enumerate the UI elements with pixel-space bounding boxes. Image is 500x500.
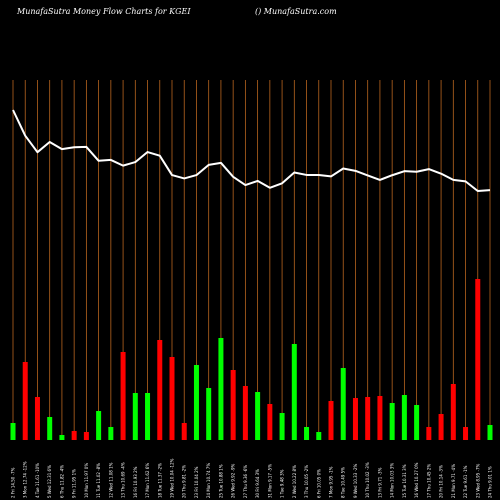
x-tick-label: 17 Thu 10.45 2% [426,464,431,498]
chart-title: MunafaSutra Money Flow Charts for KGEI [16,7,191,16]
x-tick-label: 3 Mon 12.74 -12% [23,461,28,498]
x-tick-label: 18 Tue 11.37 -2% [157,463,162,498]
x-tick-label: 16 Fri 10.93 2% [133,466,138,498]
price-line-group [12,109,491,192]
money-flow-bar [145,393,151,440]
money-flow-bar [242,386,248,440]
x-tick-label: 17 Mon 11.62 6% [145,463,150,498]
money-flow-bar [206,388,212,440]
money-flow-bar [401,395,407,440]
money-flow-bar [83,432,89,440]
x-tick-label: 6 Fri 10.05 0% [316,469,321,498]
money-flow-bar [255,392,261,440]
x-tick-label: 31 Mon 9.17 -5% [267,464,272,498]
x-tick-label: 6 Thu 11.82 -4% [59,465,64,498]
money-flow-bar [352,398,358,440]
x-tick-label: 5 Wed 12.31 6% [47,465,52,498]
x-tick-label: 4 Tue 11.61 -10% [35,463,40,498]
money-flow-bar [181,423,187,440]
money-flow-bar [316,432,322,440]
money-flow-bars [10,279,493,440]
x-tick-label: 13 Thu 10.69 -4% [121,462,126,498]
money-flow-bar [304,427,310,440]
money-flow-bar [96,411,102,440]
money-flow-bar [438,414,444,440]
x-tick-label: 20 Fri 10.14 -3% [439,465,444,498]
money-flow-bar [157,340,163,440]
x-tick-label: 2 Wed 10.22 8% [292,465,297,498]
x-tick-label: 25 Tue 10.88 1% [218,464,223,498]
money-flow-bar [169,357,175,440]
x-tick-label: 15 Tue 10.31 3% [402,464,407,498]
money-flow-bar [426,427,432,440]
site-credit: () MunafaSutra.com [255,7,337,16]
x-tick-label: 1 Tue 9.48 3% [280,469,285,498]
money-flow-bar [120,352,126,440]
money-flow-bar [59,435,65,440]
x-tick-label: 24 Mon 10.74 7% [206,463,211,498]
x-tick-label: 30 Fri 9.64 3% [255,469,260,498]
x-tick-label: 16 Wed 10.27 0% [414,462,419,498]
x-tick-label: 10 Mon 11.97 0% [84,463,89,498]
money-flow-bar [193,365,199,440]
money-flow-bar [47,417,53,440]
x-tick-label: 12 Wed 11.08 1% [108,462,113,498]
x-tick-label: 24 Thu 9.01 1% [488,466,493,498]
x-tick-label: 14 Mon 10.03 3% [390,463,395,498]
x-tick-label: 2 Fri 14.50 -7% [11,467,16,498]
x-tick-label: 11 Tue 11.02 -8% [96,463,101,498]
x-tick-label: 21 Mon 9.71 -4% [451,464,456,498]
x-tick-label: 23 Fri 10.04 2% [194,466,199,498]
x-tick-label: 23 Wed 8.95 -7% [475,463,480,498]
x-tick-label: 9 Fri 11.95 1% [72,469,77,498]
x-tick-label: 8 Tue 10.49 5% [341,467,346,498]
money-flow-bar [328,401,334,440]
money-flow-bar [475,279,481,440]
x-tick-label: 7 Mon 9.95 -1% [329,466,334,498]
money-flow-bar [10,423,16,440]
money-flow-bar [389,403,395,440]
money-flow-bar [414,405,420,440]
x-tick-label: 3 Thu 10.05 -2% [304,465,309,498]
money-flow-bar [132,393,138,440]
x-tick-label: 19 Wed 10.04 -12% [170,458,175,498]
x-tick-label: 10 Thu 10.02 -3% [365,462,370,498]
money-flow-bar [108,427,114,440]
x-tick-label: 20 Thu 9.81 -2% [182,465,187,498]
x-tick-labels: 2 Fri 14.50 -7% 3 Mon 12.74 -12% 4 Tue 11.… [11,458,493,498]
money-flow-bar [365,397,371,440]
money-flow-bar [22,362,28,440]
money-flow-bar [463,427,469,440]
price-line [12,109,491,192]
x-tick-label: 22 Tue 9.61 -1% [463,465,468,498]
money-flow-bar [71,431,77,440]
x-tick-label: 13 Fri 9.71 -3% [377,467,382,498]
money-flow-bar [487,425,493,440]
money-flow-bar [340,368,346,440]
money-flow-bar [267,404,273,440]
money-flow-bar [377,396,383,440]
money-flow-bar [230,370,236,440]
x-tick-label: 9 Wed 10.33 -2% [353,463,358,498]
money-flow-bar [218,338,224,440]
x-tick-label: 27 Thu 9.36 -6% [243,465,248,498]
x-tick-label: 26 Wed 9.92 -9% [231,463,236,498]
money-flow-bar [450,384,456,440]
money-flow-bar [279,413,285,440]
money-flow-bar [34,397,40,440]
money-flow-bar [291,344,297,440]
